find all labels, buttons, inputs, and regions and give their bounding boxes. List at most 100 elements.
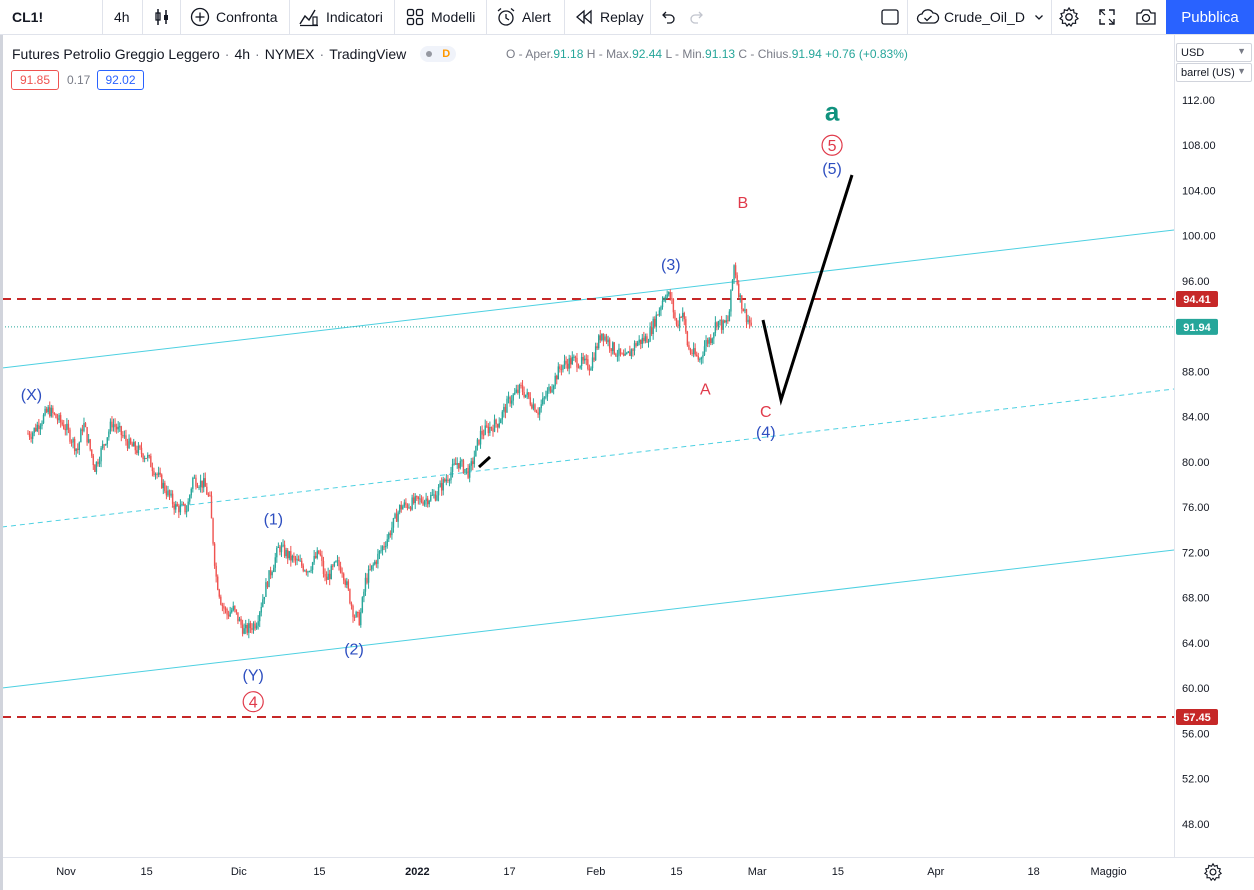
alert-button[interactable]: Alert [496, 0, 551, 34]
candle-body [708, 338, 710, 344]
data-status-badge[interactable]: D [420, 46, 457, 62]
candle-body [42, 414, 45, 424]
candle-body [269, 570, 272, 576]
price-tick-label: 84.00 [1182, 412, 1210, 424]
redo-button[interactable] [688, 0, 706, 34]
candle-body [422, 502, 424, 505]
interval-button[interactable]: 4h [114, 9, 130, 25]
symbol-legend[interactable]: Futures Petrolio Greggio Leggero · 4h · … [12, 46, 457, 62]
layout-menu-button[interactable] [1033, 0, 1045, 34]
toolbar-divider [1051, 0, 1052, 34]
candle-body [248, 623, 250, 633]
sell-price-box[interactable]: 91.85 [11, 70, 59, 90]
candle-body [108, 431, 110, 438]
candle-body [254, 623, 256, 629]
candle-body [688, 345, 690, 350]
candle-body [521, 385, 524, 393]
candle-body [157, 472, 160, 475]
unit-select[interactable]: barrel (US) ▼ [1176, 63, 1252, 82]
candle-body [568, 358, 570, 369]
candle-body [185, 511, 188, 513]
publish-button[interactable]: Pubblica [1166, 0, 1254, 34]
candle-body [109, 421, 112, 432]
candle-body [632, 349, 634, 351]
layout-save-button[interactable]: Crude_Oil_D [916, 0, 1025, 34]
candle-body [346, 581, 348, 585]
top-toolbar: CL1! 4h Confronta Indicatori [0, 0, 1254, 35]
fullscreen-button[interactable] [1097, 0, 1117, 34]
candle-body [148, 455, 150, 457]
candle-body [692, 348, 695, 355]
candle-body [377, 553, 379, 564]
layout-name: Crude_Oil_D [944, 9, 1025, 25]
candle-body [666, 294, 668, 298]
candle-body [173, 504, 175, 510]
candle-body [181, 503, 183, 505]
snapshot-button[interactable] [1134, 0, 1158, 34]
wave-label: C [760, 404, 772, 421]
candle-body [168, 490, 171, 496]
candle-body [598, 335, 600, 349]
candle-body [565, 360, 567, 364]
candle-body [640, 339, 642, 344]
candle-body [736, 275, 738, 285]
candle-body [538, 408, 541, 415]
candle-body [44, 408, 46, 415]
candle-body [475, 445, 477, 457]
wave-label: (3) [661, 257, 681, 274]
candle-body [532, 404, 535, 409]
candle-body [339, 566, 342, 573]
candle-body [391, 527, 393, 536]
candle-body [229, 612, 231, 617]
candle-body [38, 424, 40, 430]
drawing-toolbar-edge[interactable] [0, 35, 3, 890]
candle-body [686, 331, 689, 346]
undo-button[interactable] [659, 0, 677, 34]
candle-body [650, 327, 653, 335]
time-tick-label: Dic [231, 866, 247, 878]
scale-settings-button[interactable] [1203, 862, 1223, 887]
symbol-search-button[interactable]: CL1! [12, 9, 44, 25]
indicators-label: Indicatori [326, 9, 383, 25]
candle-body [655, 314, 657, 327]
templates-button[interactable]: Modelli [405, 0, 475, 34]
candle-body [486, 425, 488, 427]
compare-button[interactable]: Confronta [190, 0, 277, 34]
candle-body [677, 324, 679, 327]
indicators-button[interactable]: Indicatori [298, 0, 383, 34]
settings-button[interactable] [1058, 0, 1080, 34]
time-tick-label: 17 [503, 866, 515, 878]
candle-body [103, 444, 105, 446]
candle-body [201, 480, 203, 488]
candle-body [327, 573, 329, 580]
candle-body [69, 429, 71, 442]
candle-body [182, 503, 185, 505]
candle-body [593, 357, 595, 361]
candle-body [608, 339, 611, 349]
candle-body [431, 494, 434, 496]
open-value: 91.18 [553, 47, 584, 61]
currency-select[interactable]: USD ▼ [1176, 43, 1252, 62]
candle-body [602, 333, 605, 341]
candle-body [408, 507, 410, 509]
replay-button[interactable]: Replay [574, 0, 644, 34]
price-tick-label: 104.00 [1182, 185, 1216, 197]
candle-body [72, 438, 74, 443]
chart-type-button[interactable] [152, 0, 172, 34]
resistance-price-marker-bg [1176, 290, 1218, 307]
candle-body [683, 312, 685, 320]
candle-body [134, 442, 136, 451]
candle-body [95, 461, 98, 472]
candle-body [742, 308, 745, 312]
buy-price-box[interactable]: 92.02 [97, 70, 144, 90]
candle-body [126, 441, 129, 449]
legend-interval: 4h [234, 46, 251, 62]
candle-body [725, 320, 727, 323]
chevron-down-icon [1035, 15, 1043, 20]
fullscreen-layout-button[interactable] [880, 0, 900, 34]
candle-body [128, 438, 130, 449]
candle-body [58, 415, 60, 421]
wave-label: B [737, 195, 748, 212]
candle-body [245, 624, 247, 629]
